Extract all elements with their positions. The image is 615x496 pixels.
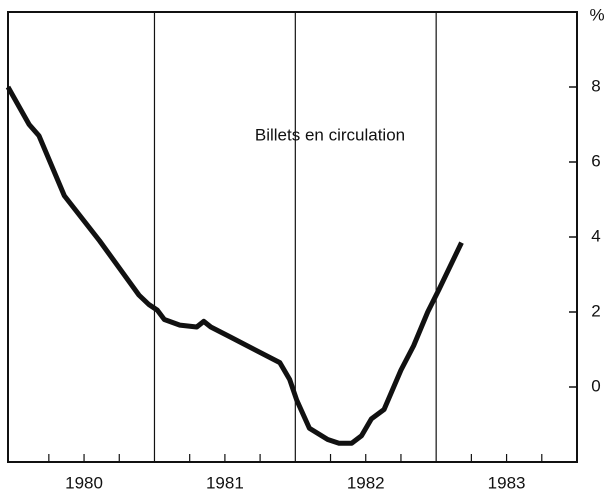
y-unit: %: [589, 5, 604, 24]
x-tick-label: 1981: [206, 473, 244, 492]
annotation: Billets en circulation: [255, 125, 405, 144]
y-tick-label: 0: [591, 376, 600, 395]
y-tick-label: 6: [591, 151, 600, 170]
y-tick-label: 2: [591, 301, 600, 320]
x-tick-label: 1982: [347, 473, 385, 492]
y-tick-label: 8: [591, 76, 600, 95]
y-tick-label: 4: [591, 226, 600, 245]
x-tick-label: 1980: [65, 473, 103, 492]
x-tick-label: 1983: [488, 473, 526, 492]
data-line: [5, 85, 464, 446]
